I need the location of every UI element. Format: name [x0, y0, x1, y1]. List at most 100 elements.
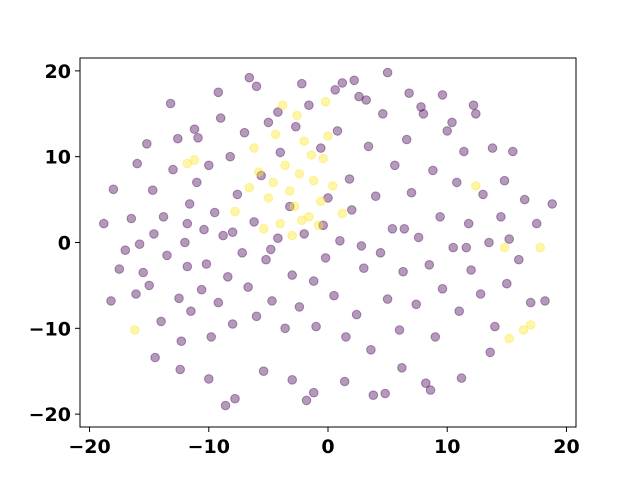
- x-tick-label: −10: [188, 436, 230, 458]
- data-point-class-0: [339, 376, 350, 387]
- data-point-class-0: [156, 316, 166, 327]
- data-point-class-0: [239, 127, 250, 138]
- data-point-class-0: [273, 233, 283, 243]
- data-point-class-0: [168, 164, 178, 175]
- data-point-class-0: [232, 189, 243, 200]
- data-point-class-0: [363, 141, 374, 152]
- data-point-class-0: [378, 109, 388, 119]
- data-point-class-0: [126, 213, 137, 224]
- data-point-class-0: [359, 263, 369, 274]
- data-point-class-0: [413, 232, 424, 243]
- data-point-class-0: [230, 393, 240, 404]
- data-point-class-0: [261, 254, 271, 265]
- data-point-class-0: [174, 293, 184, 304]
- data-point-class-1: [318, 153, 329, 164]
- data-point-class-0: [196, 284, 207, 295]
- data-point-class-0: [223, 272, 233, 282]
- data-point-class-0: [424, 260, 435, 270]
- data-point-class-0: [349, 75, 360, 86]
- data-point-class-0: [361, 95, 372, 105]
- data-point-class-1: [182, 158, 193, 169]
- data-point-class-0: [299, 229, 310, 239]
- data-point-class-0: [158, 212, 169, 222]
- data-point-class-1: [249, 143, 259, 153]
- data-point-class-1: [499, 242, 510, 253]
- data-point-class-0: [316, 143, 326, 153]
- data-point-class-0: [499, 175, 510, 186]
- data-point-class-1: [277, 100, 288, 110]
- data-point-class-0: [452, 177, 462, 188]
- data-point-class-0: [193, 133, 203, 143]
- points-layer: [99, 67, 558, 411]
- data-point-class-0: [382, 294, 393, 304]
- data-point-class-0: [380, 388, 391, 399]
- data-point-class-0: [519, 194, 530, 205]
- data-point-class-0: [209, 207, 220, 218]
- data-point-class-0: [204, 160, 214, 171]
- data-point-class-0: [404, 88, 414, 98]
- data-point-class-0: [220, 400, 231, 411]
- data-point-class-0: [291, 121, 301, 132]
- data-point-class-0: [149, 229, 159, 239]
- data-point-class-0: [382, 67, 393, 78]
- data-point-class-0: [399, 224, 410, 234]
- data-point-class-1: [297, 215, 307, 225]
- data-point-class-0: [192, 177, 202, 188]
- data-point-class-0: [540, 296, 550, 306]
- data-point-class-1: [287, 230, 298, 241]
- data-point-class-0: [416, 102, 426, 112]
- data-point-class-0: [227, 319, 238, 329]
- data-point-class-0: [162, 250, 172, 261]
- data-point-class-0: [332, 126, 343, 136]
- data-point-class-0: [448, 242, 459, 253]
- data-point-class-0: [267, 296, 277, 306]
- data-point-class-0: [131, 289, 141, 299]
- x-tick-label: 0: [321, 436, 334, 458]
- data-point-class-0: [437, 90, 448, 100]
- data-point-class-0: [182, 218, 193, 229]
- data-point-class-0: [134, 239, 145, 249]
- y-axis: −20 −10 0 10 20: [29, 61, 80, 426]
- data-point-class-1: [258, 224, 269, 234]
- data-point-class-1: [294, 169, 305, 179]
- data-point-class-1: [313, 220, 324, 231]
- data-point-class-0: [108, 184, 119, 195]
- data-point-class-0: [335, 236, 345, 246]
- data-point-class-1: [306, 150, 317, 160]
- data-point-class-0: [430, 332, 441, 342]
- x-tick-label: −20: [68, 436, 110, 458]
- data-point-class-0: [99, 218, 109, 229]
- data-point-class-0: [204, 374, 214, 384]
- data-point-class-0: [463, 218, 474, 229]
- data-point-class-0: [120, 245, 131, 255]
- data-point-class-0: [484, 237, 494, 248]
- data-point-class-1: [292, 110, 302, 121]
- data-point-class-0: [251, 311, 262, 322]
- y-tick-label: 10: [45, 147, 71, 169]
- data-point-class-0: [132, 158, 142, 169]
- data-point-class-0: [344, 174, 355, 184]
- data-point-class-0: [213, 87, 224, 98]
- data-point-class-0: [218, 230, 228, 241]
- data-point-class-1: [299, 136, 310, 146]
- data-point-class-0: [525, 297, 536, 308]
- data-point-class-0: [182, 261, 193, 272]
- data-point-class-0: [471, 109, 481, 119]
- data-point-class-0: [114, 264, 125, 274]
- data-point-class-1: [337, 208, 348, 219]
- data-point-class-0: [227, 227, 238, 237]
- data-point-class-0: [461, 242, 472, 253]
- data-point-class-0: [390, 160, 400, 171]
- data-point-class-0: [375, 248, 386, 258]
- data-point-class-0: [411, 299, 422, 310]
- data-point-class-0: [244, 72, 255, 83]
- y-tick-label: 20: [45, 61, 71, 83]
- data-point-class-0: [165, 98, 176, 109]
- data-point-class-0: [287, 375, 298, 385]
- data-point-class-0: [394, 325, 405, 335]
- data-point-class-0: [206, 332, 216, 342]
- data-point-class-0: [487, 143, 498, 153]
- data-point-class-0: [354, 91, 364, 102]
- data-point-class-0: [297, 78, 307, 89]
